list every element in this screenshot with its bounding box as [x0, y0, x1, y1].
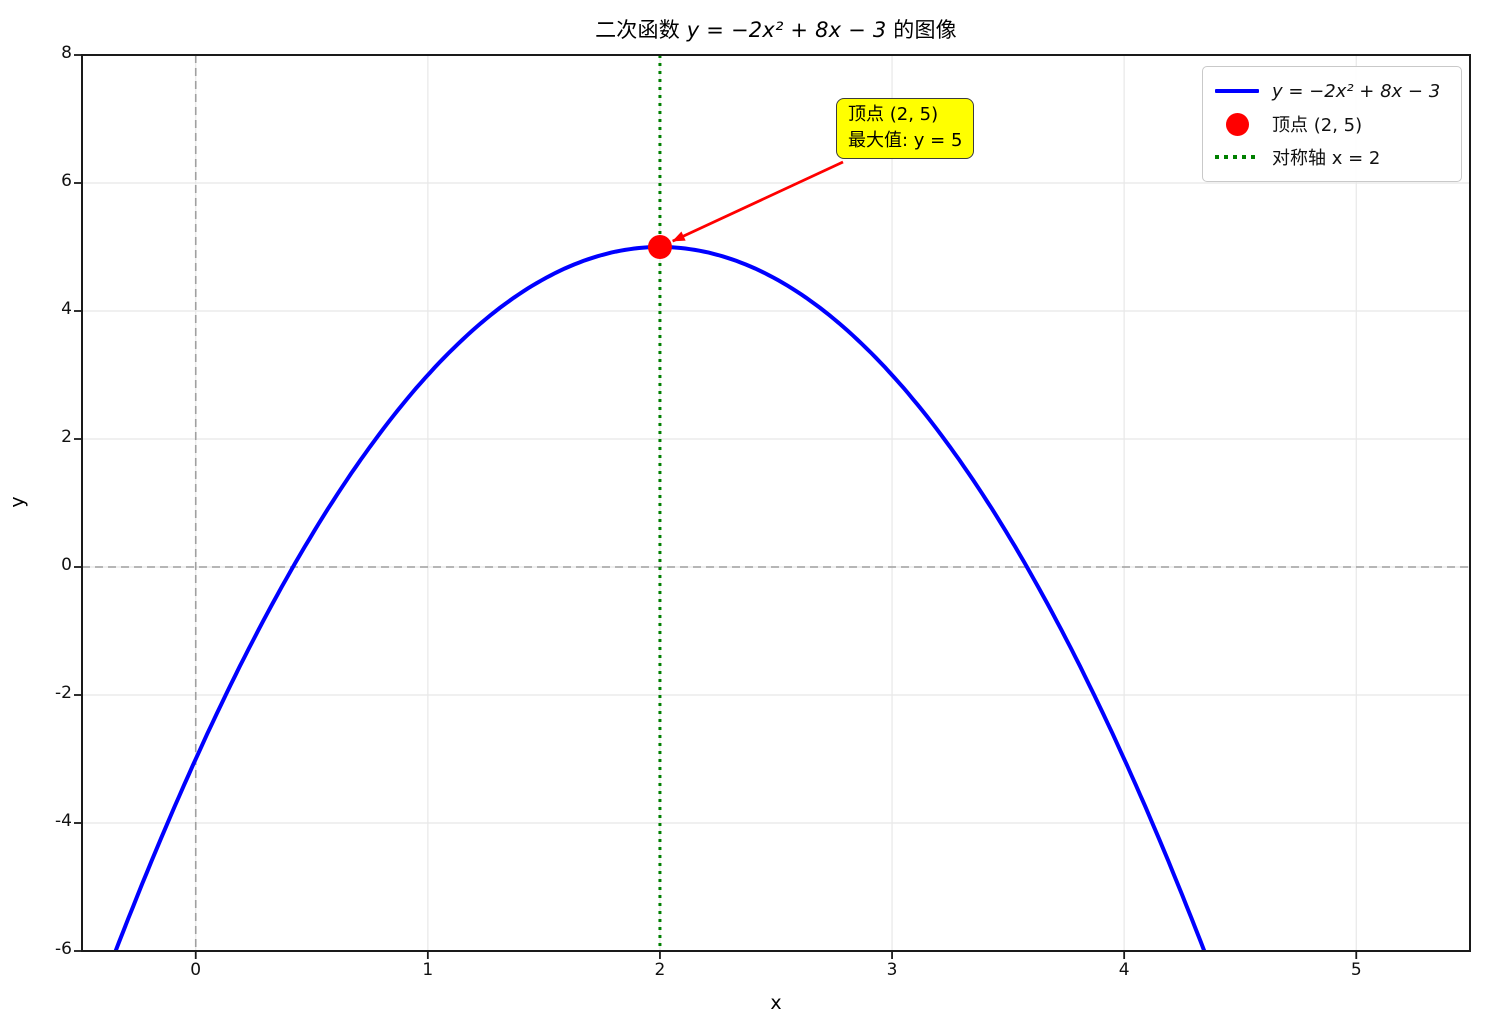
legend-line-swatch	[1215, 88, 1259, 94]
vertex-point	[647, 235, 672, 259]
legend-entry-symmetry: 对称轴 x = 2	[1215, 144, 1449, 170]
legend-entry-function: y = −2x² + 8x − 3	[1215, 78, 1449, 104]
vertex-annotation: 顶点 (2, 5) 最大值: y = 5	[836, 98, 975, 160]
legend-swatch-container	[1215, 112, 1259, 136]
legend: y = −2x² + 8x − 3 顶点 (2, 5) 对称轴 x = 2	[1202, 66, 1462, 182]
legend-label-function: y = −2x² + 8x − 3	[1272, 80, 1441, 102]
legend-swatch-container	[1215, 88, 1259, 94]
title-suffix: 的图像	[886, 18, 957, 42]
x-axis-label: x	[770, 992, 782, 1014]
chart-title: 二次函数 y = −2x² + 8x − 3 的图像	[82, 14, 1470, 44]
annotation-line2: 最大值: y = 5	[848, 129, 963, 151]
y-axis-label: y	[6, 496, 29, 508]
legend-swatch-container	[1215, 155, 1259, 159]
legend-dotted-swatch	[1215, 155, 1259, 159]
annotation-arrow	[672, 160, 844, 243]
legend-label-symmetry: 对称轴 x = 2	[1272, 148, 1381, 169]
legend-label-vertex: 顶点 (2, 5)	[1272, 115, 1363, 136]
legend-entry-vertex: 顶点 (2, 5)	[1215, 111, 1449, 137]
parabola-curve	[113, 245, 1207, 951]
legend-dot-swatch	[1225, 112, 1249, 136]
title-prefix: 二次函数	[595, 18, 687, 42]
plot-border	[81, 54, 1471, 952]
title-math: y = −2x² + 8x − 3	[686, 18, 887, 42]
annotation-line1: 顶点 (2, 5)	[848, 104, 939, 125]
